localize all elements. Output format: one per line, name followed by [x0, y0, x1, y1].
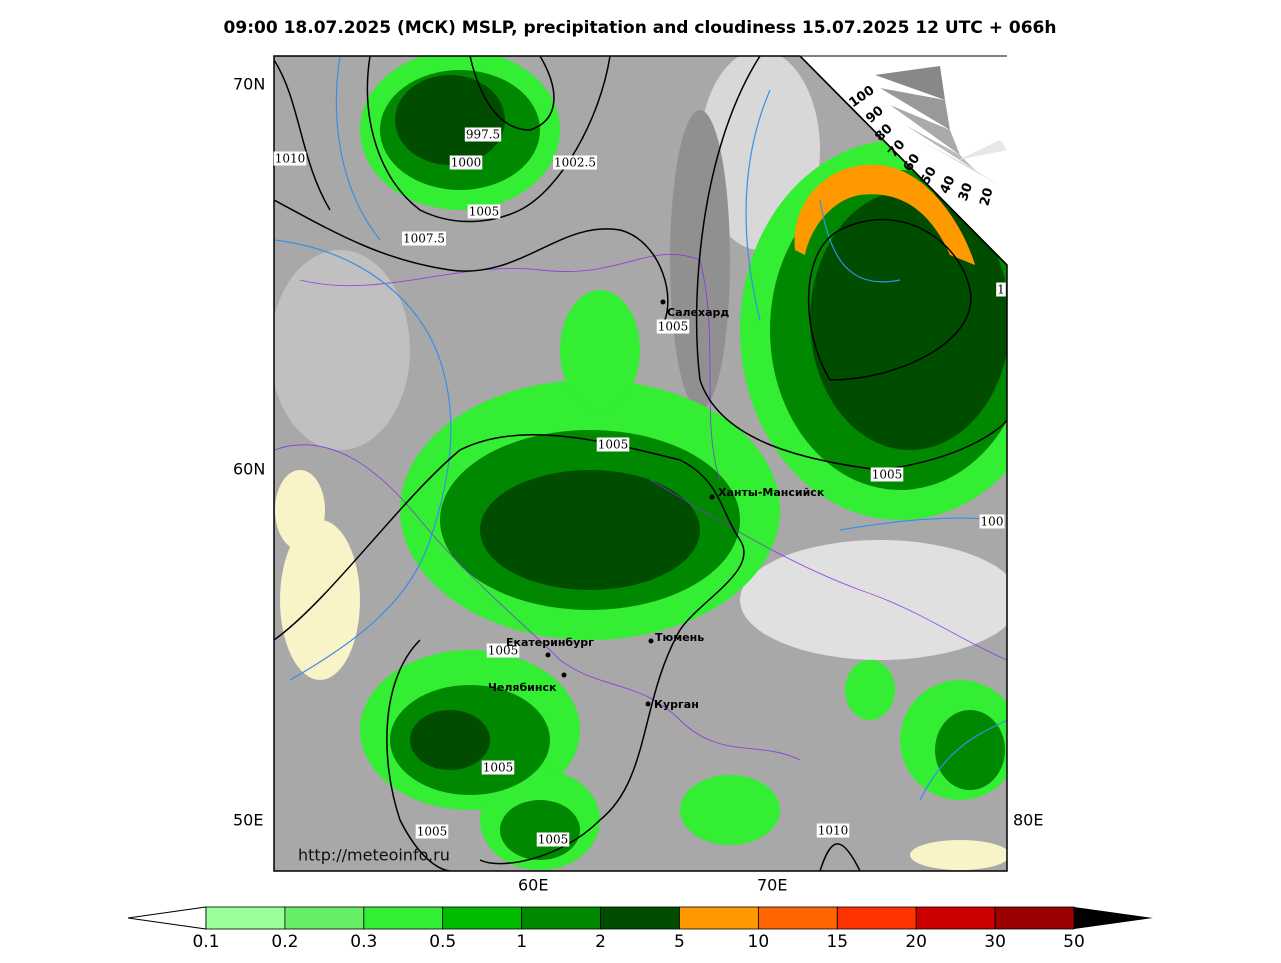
colorbar-tick-label: 5	[674, 932, 685, 952]
city-label: Тюмень	[655, 631, 704, 644]
colorbar-segment	[600, 906, 680, 930]
city-dot	[545, 652, 551, 658]
isobar-label-bg	[536, 832, 570, 847]
colorbar-tick-label: 1	[516, 932, 527, 952]
cloud-fan	[875, 66, 1007, 185]
isobar-label-bg	[656, 319, 690, 334]
isobar-label-bg	[553, 155, 597, 170]
city-label: Салехард	[667, 306, 729, 319]
isobar-label: 1010	[275, 152, 306, 166]
isobar-label: 1005	[483, 761, 514, 775]
isobar-label-bg	[979, 514, 1005, 529]
isobar-label-bg	[870, 467, 904, 482]
colorbar-tick-label: 0.2	[271, 932, 298, 952]
colorbar-tick-label: 0.3	[350, 932, 377, 952]
isobar-label: 1002.5	[554, 156, 596, 170]
isobar-label-bg	[996, 282, 1006, 297]
lon-label: 80E	[1013, 811, 1043, 830]
cloud-scale-label: 30	[956, 181, 976, 203]
cloud-scale-label: 20	[977, 186, 996, 207]
lat-label: 60N	[233, 460, 265, 479]
isobar-label-bg	[273, 151, 307, 166]
title: 09:00 18.07.2025 (МСК) MSLP, precipitati…	[224, 18, 1057, 38]
colorbar-segment	[757, 906, 838, 930]
lon-label: 50E	[233, 811, 263, 830]
isobar-label: 1005	[469, 205, 500, 219]
colorbar-tick-label: 20	[905, 932, 927, 952]
city-label: Ханты-Мансийск	[718, 486, 825, 499]
lon-label: 70E	[757, 876, 787, 895]
colorbar-extend	[1074, 907, 1153, 929]
isobar-label: 1005	[598, 438, 629, 452]
isobar-label-bg	[464, 127, 502, 142]
isobar-label-bg	[486, 643, 520, 658]
city-dot	[660, 299, 666, 305]
colorbar-segment	[836, 906, 917, 930]
colorbar-tick-label: 50	[1063, 932, 1085, 952]
isobar-label: 100	[981, 515, 1004, 529]
colorbar-tick-label: 15	[826, 932, 848, 952]
colorbar-segment	[284, 906, 365, 930]
city-dot	[648, 638, 654, 644]
labels: 70N 60N 50E 60E 70E 80E	[233, 75, 1043, 895]
map	[274, 56, 1007, 871]
isobar-label: 1005	[488, 644, 519, 658]
isobar-label-bg	[449, 155, 483, 170]
watermark: http://meteoinfo.ru	[298, 846, 450, 865]
isobar-label: 1005	[538, 833, 569, 847]
cloud-scale-label: 40	[937, 174, 958, 197]
isobar-label-bg	[402, 231, 446, 246]
colorbar: 0.1 0.2 0.3 0.5 1 2 5 10 15 20 30 50	[192, 906, 1153, 952]
isobar-label: 1010	[818, 824, 849, 838]
colorbar-segment	[994, 906, 1075, 930]
city-dot	[561, 672, 567, 678]
isobar-label-bg	[816, 823, 850, 838]
isobar-label-bg	[415, 824, 449, 839]
isobar-label-bg	[481, 760, 515, 775]
colorbar-tick-label: 10	[748, 932, 770, 952]
city-label: Екатеринбург	[506, 636, 594, 649]
city-label: Курган	[654, 698, 699, 711]
colorbar-tick-label: 2	[595, 932, 606, 952]
city-dot	[645, 701, 651, 707]
isobar-label: 1005	[872, 468, 903, 482]
lon-label: 60E	[518, 876, 548, 895]
isobar-label-bg	[596, 437, 630, 452]
isobar-label: 1000	[451, 156, 482, 170]
colorbar-segment	[205, 906, 286, 930]
isobar-label: 997.5	[466, 128, 500, 142]
colorbar-segment	[442, 906, 523, 930]
city-dot	[709, 494, 715, 500]
isobar-label: 1005	[417, 825, 448, 839]
isobar-label: 1	[997, 283, 1005, 297]
colorbar-segment	[363, 906, 444, 930]
colorbar-segment	[915, 906, 996, 930]
city-label: Челябинск	[488, 681, 557, 694]
colorbar-segment	[679, 906, 759, 930]
colorbar-tick-label: 0.5	[429, 932, 456, 952]
isobar-label: 1005	[658, 320, 689, 334]
isobar-label: 1007.5	[403, 232, 445, 246]
colorbar-tick-label: 30	[984, 932, 1006, 952]
isobar-label-bg	[467, 204, 501, 219]
colorbar-tick-label: 0.1	[192, 932, 219, 952]
colorbar-segment	[521, 906, 601, 930]
lat-label: 70N	[233, 75, 265, 94]
